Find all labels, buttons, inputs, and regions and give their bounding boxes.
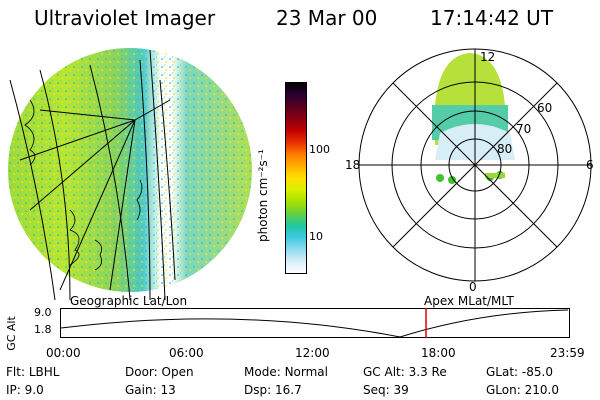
altitude-axis-label: GC Alt — [4, 316, 18, 351]
left-panel-label: Geographic Lat/Lon — [70, 294, 188, 308]
geographic-image-area — [8, 48, 252, 292]
mlt-label-0: 0 — [469, 280, 477, 294]
info-seq: Seq: 39 — [363, 383, 409, 397]
mlat-label-70: 70 — [516, 122, 531, 136]
mlat-label-60: 60 — [537, 101, 552, 115]
colorbar-label: photon cm⁻²s⁻¹ — [256, 149, 270, 242]
info-ip: IP: 9.0 — [6, 383, 44, 397]
time-label: 17:14:42 UT — [430, 6, 554, 30]
xtick-0000: 00:00 — [46, 346, 81, 360]
colorbar-tick-100: 100 — [309, 143, 330, 156]
info-gain: Gain: 13 — [125, 383, 176, 397]
xtick-1200: 12:00 — [295, 346, 330, 360]
auroral-oval — [432, 53, 515, 184]
info-dsp: Dsp: 16.7 — [244, 383, 302, 397]
mlt-label-18: 18 — [345, 158, 360, 172]
info-door: Door: Open — [125, 365, 194, 379]
info-flt: Flt: LBHL — [6, 365, 60, 379]
colorbar-gradient — [286, 83, 306, 273]
date-label: 23 Mar 00 — [276, 6, 378, 30]
geographic-image — [8, 48, 252, 300]
right-panel-label: Apex MLat/MLT — [424, 294, 514, 308]
info-gc-alt: GC Alt: 3.3 Re — [363, 365, 447, 379]
xtick-2359: 23:59 — [550, 346, 585, 360]
colorbar-tick-10: 10 — [309, 230, 323, 243]
mlt-label-6: 6 — [586, 158, 594, 172]
polar-plot: 12 18 6 0 60 70 80 — [345, 48, 594, 294]
altitude-ytick-high: 9.0 — [34, 306, 52, 319]
xtick-0600: 06:00 — [169, 346, 204, 360]
info-glon: GLon: 210.0 — [486, 383, 559, 397]
colorbar — [285, 82, 307, 274]
geographic-grid — [9, 49, 176, 300]
app-title: Ultraviolet Imager — [34, 6, 216, 30]
info-glat: GLat: -85.0 — [486, 365, 553, 379]
altitude-plot-frame — [60, 308, 570, 338]
polar-grid — [358, 48, 592, 282]
mlat-label-80: 80 — [497, 142, 512, 156]
altitude-ytick-low: 1.8 — [34, 323, 52, 336]
coastline-outline — [24, 99, 143, 271]
altitude-curve — [60, 309, 569, 338]
info-mode: Mode: Normal — [244, 365, 328, 379]
altitude-plot — [60, 308, 570, 338]
xtick-1800: 18:00 — [421, 346, 456, 360]
mlt-label-12: 12 — [480, 50, 495, 64]
